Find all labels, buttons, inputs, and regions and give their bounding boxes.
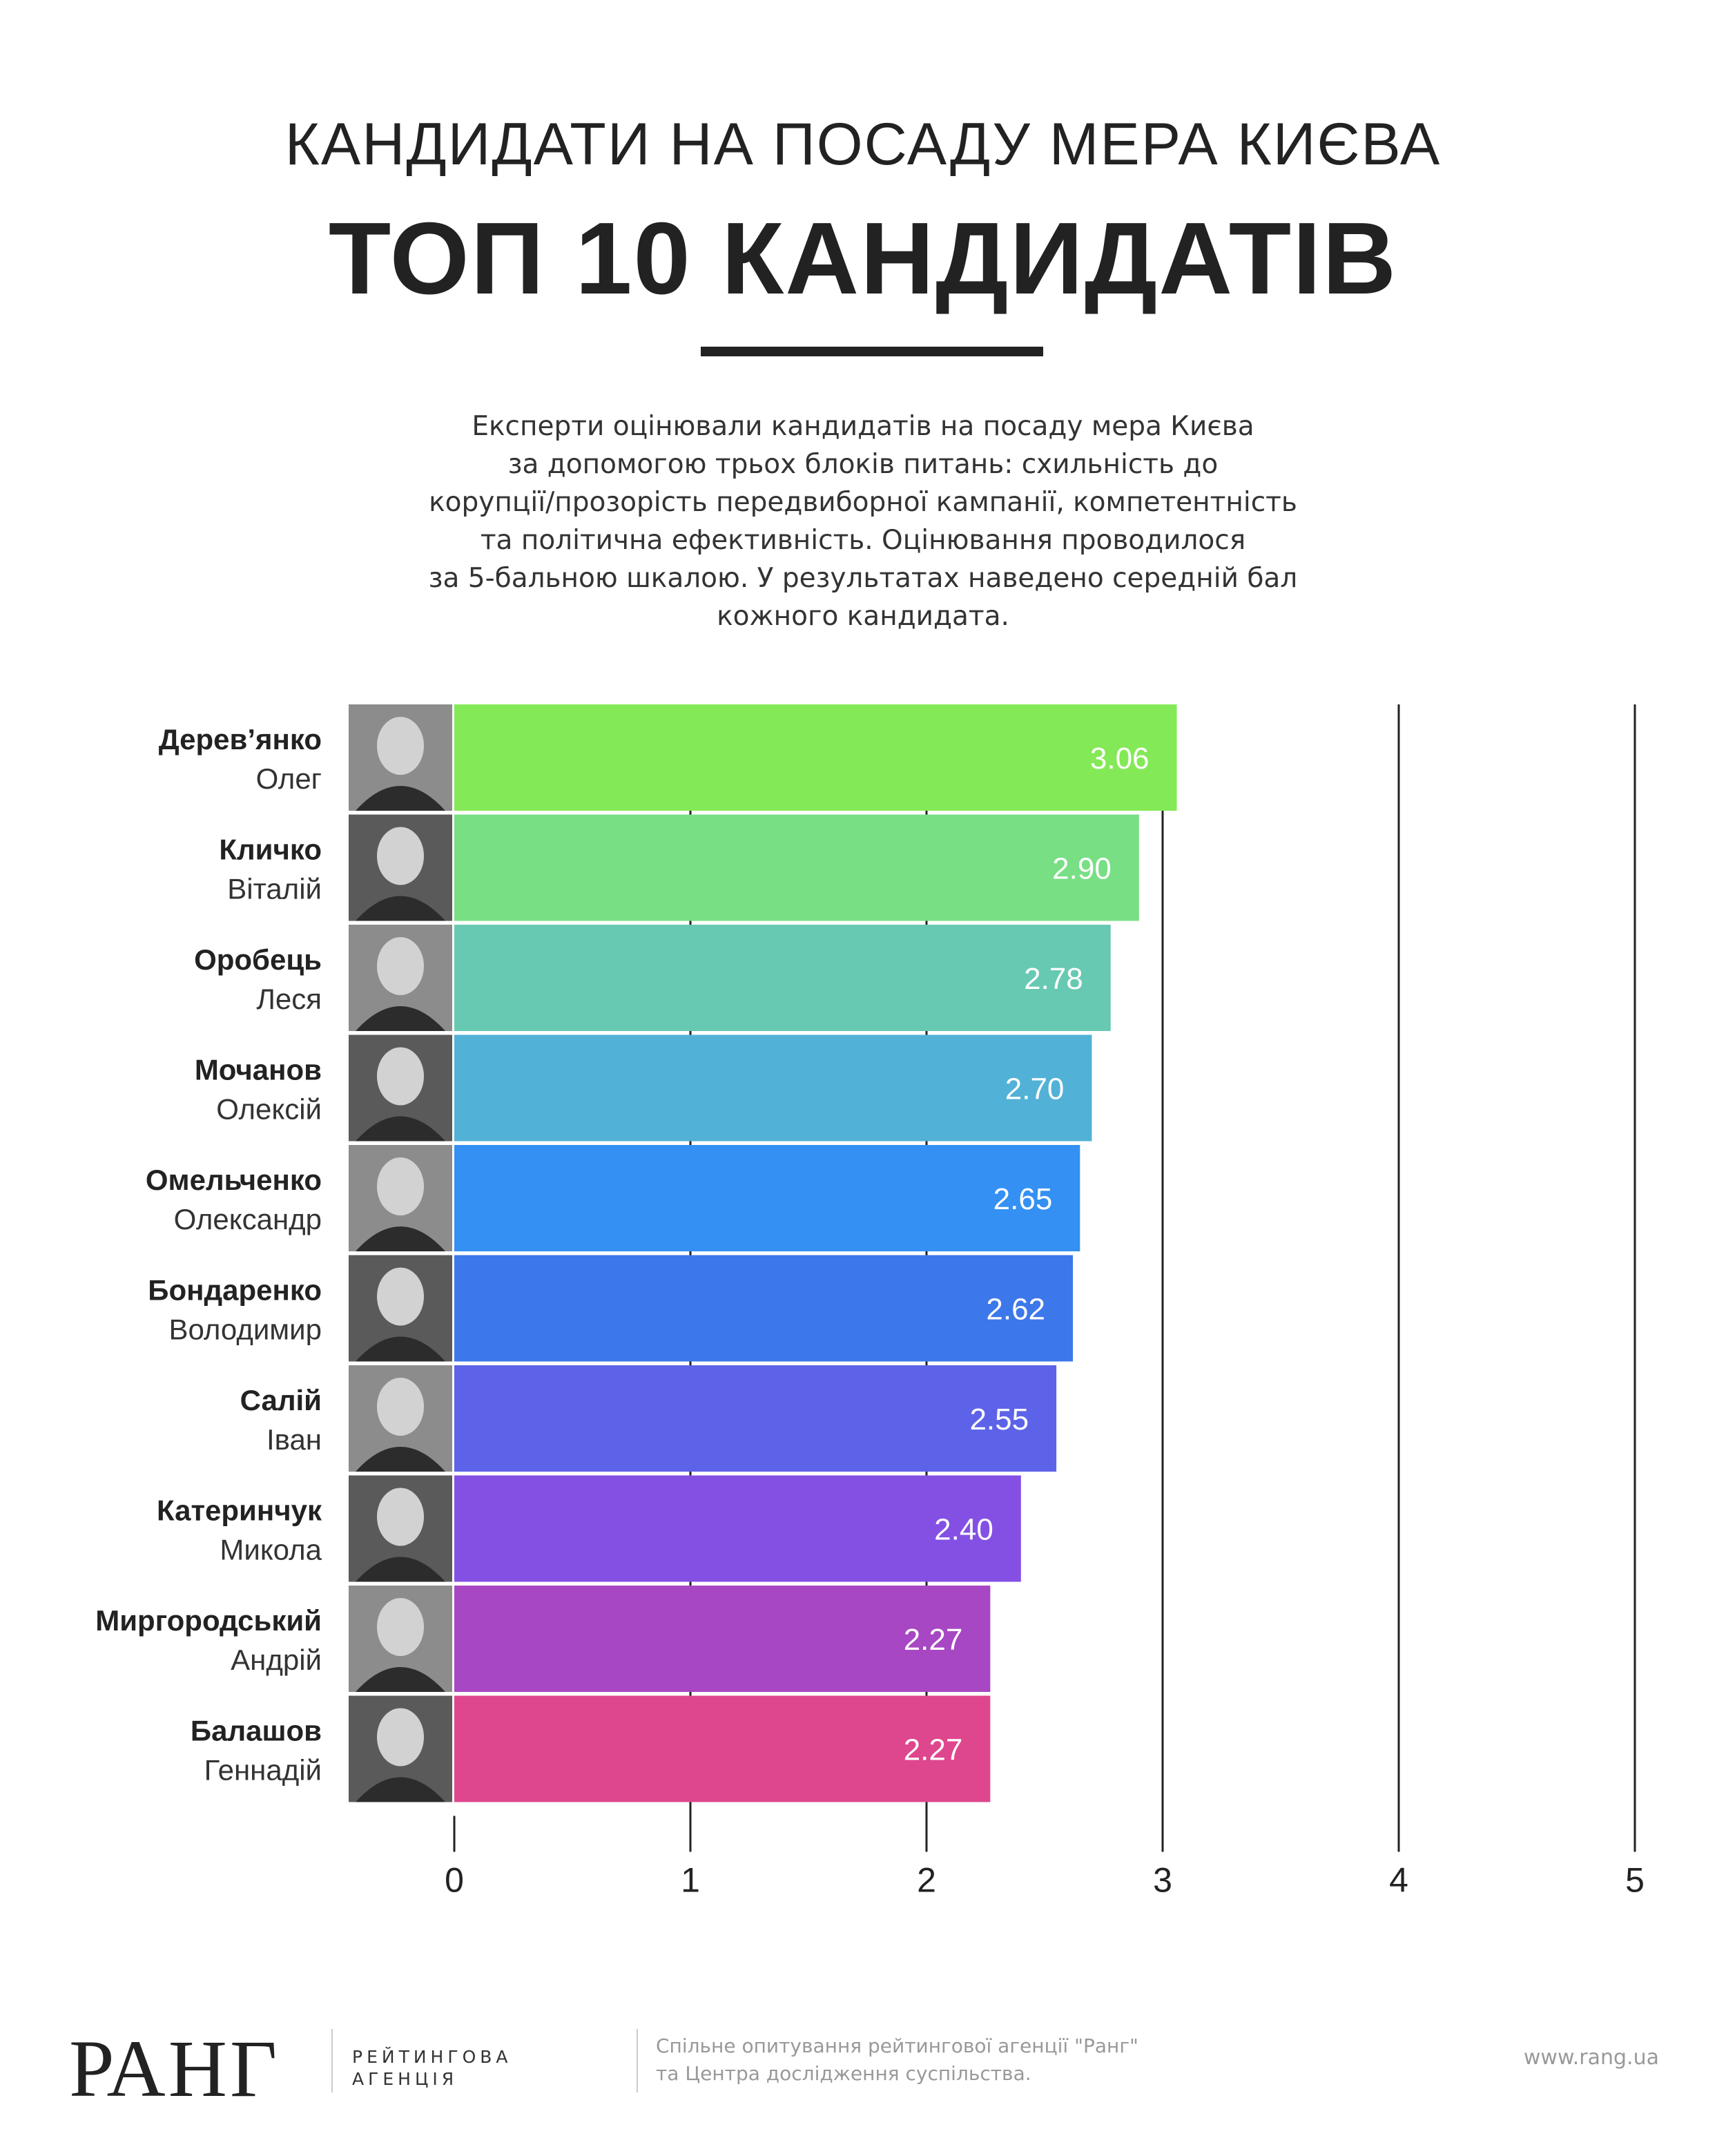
- agency-line-1: РЕЙТИНГОВА: [352, 2047, 512, 2067]
- candidate-photo: [349, 1586, 452, 1692]
- description-line: та політична ефективність. Оцінювання пр…: [480, 525, 1246, 556]
- bar-value-label: 2.27: [904, 1623, 963, 1657]
- page-subtitle: КАНДИДАТИ НА ПОСАДУ МЕРА КИЄВА: [284, 111, 1442, 177]
- description-line: за 5-бальною шкалою. У результатах навед…: [428, 563, 1298, 594]
- bar: [454, 1695, 991, 1802]
- bar: [454, 704, 1177, 811]
- candidate-photo: [349, 1034, 452, 1142]
- candidate-surname: Оробець: [194, 943, 322, 976]
- bar-value-label: 2.90: [1052, 852, 1112, 886]
- candidate-surname: Дерев’янко: [159, 723, 322, 755]
- x-tick-label: 1: [681, 1861, 700, 1900]
- candidate-name: Леся: [256, 983, 322, 1015]
- page-title: ТОП 10 КАНДИДАТІВ: [328, 202, 1398, 316]
- x-tick-label: 0: [445, 1861, 464, 1900]
- candidate-photo: [349, 814, 452, 921]
- candidate-name: Геннадій: [204, 1754, 322, 1787]
- agency-line-2: АГЕНЦІЯ: [352, 2069, 458, 2089]
- bar-value-label: 2.62: [986, 1293, 1045, 1327]
- footer-note-line-1: Спільне опитування рейтингової агенції "…: [656, 2034, 1138, 2057]
- candidate-photo: [349, 1695, 452, 1802]
- candidate-photo: [349, 1145, 452, 1251]
- candidate-photo: [349, 1255, 452, 1362]
- candidate-name: Олег: [256, 762, 322, 795]
- candidate-surname: Омельченко: [146, 1164, 322, 1196]
- footer-note-line-2: та Центра дослідження суспільства.: [656, 2062, 1031, 2085]
- candidate-name: Олександр: [174, 1203, 322, 1235]
- bar: [454, 925, 1111, 1031]
- candidate-name: Андрій: [231, 1644, 322, 1676]
- description-line: корупції/прозорість передвиборної кампан…: [429, 487, 1297, 518]
- agency-label: РЕЙТИНГОВА АГЕНЦІЯ: [352, 2046, 512, 2090]
- candidate-photo: [349, 704, 452, 811]
- bar: [454, 814, 1139, 921]
- footer-note: Спільне опитування рейтингової агенції "…: [656, 2032, 1138, 2088]
- bar: [454, 1145, 1080, 1251]
- x-tick-label: 2: [917, 1861, 936, 1900]
- candidate-photo: [349, 1365, 452, 1472]
- bar-chart: 3.06 Дерев’янко Олег 2.90 Кличко Віталій 2.78 О…: [95, 704, 1645, 1900]
- bar-value-label: 2.70: [1005, 1072, 1065, 1106]
- bar-value-label: 2.40: [934, 1513, 993, 1547]
- website-link[interactable]: www.rang.ua: [1523, 2046, 1659, 2070]
- bar-value-label: 2.55: [969, 1403, 1029, 1436]
- description-line: кожного кандидата.: [717, 601, 1009, 632]
- bar: [454, 1475, 1021, 1582]
- candidate-surname: Кличко: [219, 834, 322, 866]
- footer-divider: [637, 2029, 638, 2092]
- description-line: Експерти оцінювали кандидатів на посаду …: [472, 411, 1254, 442]
- bar: [454, 1365, 1057, 1472]
- footer-divider: [331, 2029, 333, 2092]
- candidate-surname: Миргородський: [95, 1604, 322, 1637]
- bar: [454, 1586, 991, 1692]
- candidate-name: Микола: [220, 1534, 322, 1566]
- candidate-name: Іван: [266, 1423, 322, 1456]
- candidate-name: Володимир: [168, 1313, 322, 1346]
- candidate-surname: Мочанов: [195, 1054, 322, 1086]
- candidate-surname: Салій: [240, 1384, 322, 1416]
- bar-value-label: 3.06: [1090, 742, 1150, 776]
- candidate-photo: [349, 1475, 452, 1582]
- candidate-surname: Балашов: [191, 1715, 322, 1747]
- bar-value-label: 2.27: [904, 1733, 963, 1767]
- candidate-name: Віталій: [227, 873, 322, 905]
- x-tick-label: 3: [1153, 1861, 1172, 1900]
- candidate-surname: Бондаренко: [148, 1274, 322, 1307]
- bar: [454, 1255, 1074, 1362]
- x-tick-label: 4: [1389, 1861, 1408, 1900]
- bar-value-label: 2.65: [993, 1182, 1053, 1216]
- title-underline: [701, 347, 1043, 356]
- candidate-name: Олексій: [216, 1093, 322, 1126]
- description: Експерти оцінювали кандидатів на посаду …: [380, 407, 1346, 635]
- bar: [454, 1034, 1092, 1142]
- rang-logo: РАНГ: [69, 2023, 280, 2114]
- x-tick-label: 5: [1625, 1861, 1645, 1900]
- description-line: за допомогою трьох блоків питань: схильн…: [507, 449, 1219, 480]
- candidate-photo: [349, 925, 452, 1031]
- bar-value-label: 2.78: [1024, 962, 1083, 996]
- candidate-surname: Катеринчук: [157, 1494, 322, 1527]
